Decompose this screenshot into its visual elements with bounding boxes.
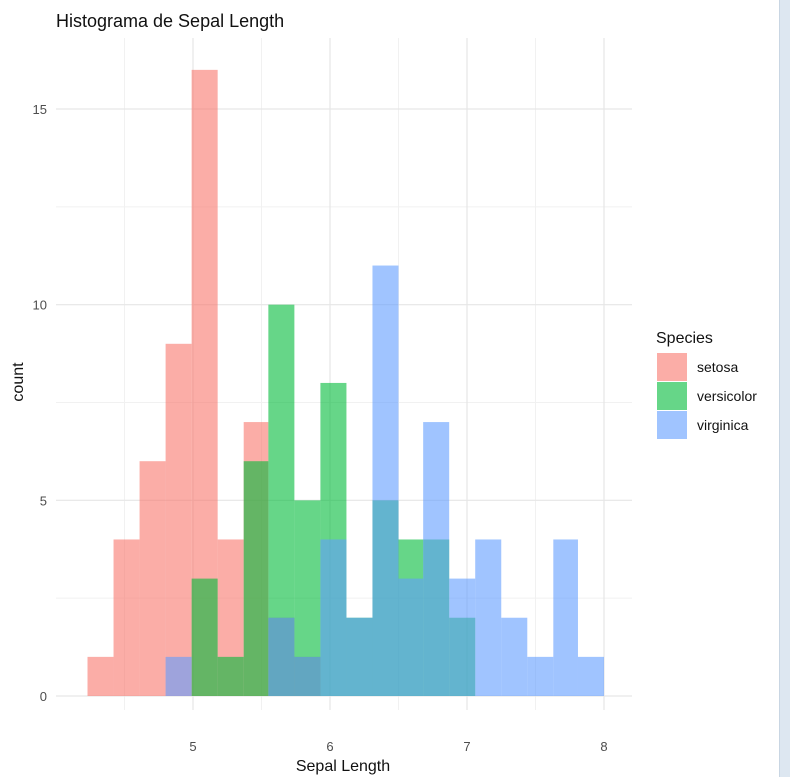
bars-layer [87,69,604,696]
x-tick-label: 6 [326,739,333,754]
bar-setosa [87,656,114,696]
bar-virginica [372,265,399,696]
bar-setosa [113,539,140,696]
window-edge [779,0,780,777]
bar-versicolor [217,656,244,696]
bar-virginica [475,539,502,696]
bar-setosa [139,461,166,696]
y-tick-label: 10 [33,298,47,313]
y-tick-label: 0 [40,689,47,704]
ticks-layer: 5 6 7 8 0 5 10 15 [33,102,608,754]
x-tick-label: 8 [600,739,607,754]
y-tick-label: 15 [33,102,47,117]
bar-virginica [346,617,373,696]
bar-virginica [527,656,554,696]
legend-swatch-virginica [657,411,687,439]
x-axis-label: Sepal Length [296,758,390,775]
x-tick-label: 7 [463,739,470,754]
bar-virginica [501,617,528,696]
bar-virginica [320,539,347,696]
legend-swatch-setosa [657,353,687,381]
legend-items: setosa versicolor virginica [657,353,757,439]
y-tick-label: 5 [40,493,47,508]
bar-virginica [165,656,192,696]
legend-title: Species [656,330,713,347]
legend-label-versicolor: versicolor [697,388,757,404]
bar-virginica [268,617,295,696]
bar-virginica [449,578,476,696]
bar-virginica [423,422,450,696]
legend: Species setosa versicolor virginica [656,330,757,439]
bar-versicolor [191,578,218,696]
chart-title: Histograma de Sepal Length [56,11,284,31]
legend-swatch-versicolor [657,382,687,410]
x-tick-label: 5 [189,739,196,754]
legend-label-setosa: setosa [697,359,738,375]
bar-virginica [294,656,321,696]
bar-virginica [553,539,578,696]
bar-setosa [165,343,192,696]
bar-virginica [398,578,424,696]
scrollbar-track[interactable] [780,0,790,777]
legend-label-virginica: virginica [697,417,749,433]
bar-versicolor [243,461,269,696]
y-axis-label: count [10,362,27,402]
bar-virginica [577,656,604,696]
